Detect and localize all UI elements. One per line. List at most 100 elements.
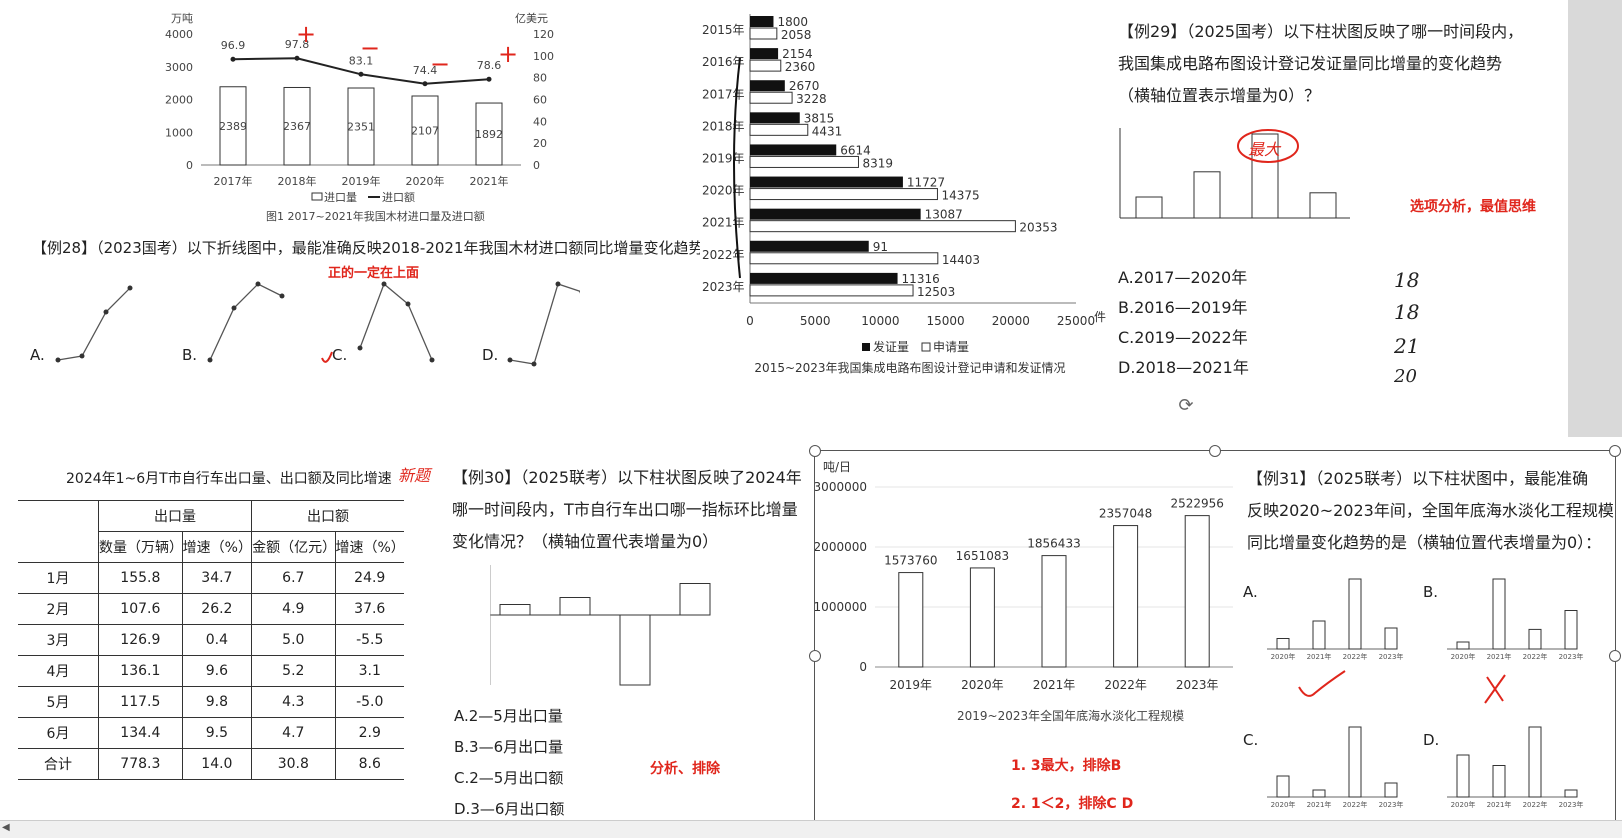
desal-ytick: 1000000: [815, 600, 867, 614]
timber-y2tick: 100: [533, 50, 554, 63]
q30-bar: [619, 614, 651, 686]
timber-line-point: [230, 56, 236, 62]
resize-handle-mr[interactable]: [1609, 650, 1621, 662]
timber-y2tick: 60: [533, 94, 547, 107]
q28-option-point: [405, 301, 411, 307]
resize-handle-tm[interactable]: [1209, 445, 1221, 457]
q31-option-bar: [1348, 578, 1362, 650]
timber-ytick: 0: [186, 159, 193, 172]
timber-bar: [411, 95, 439, 166]
q30-bar-chart: [490, 565, 711, 686]
timber-line-point: [486, 76, 492, 82]
q31-option-bar: [1312, 789, 1326, 798]
q29-bar-chart: [1119, 128, 1350, 219]
table-col-amt: 金额（亿元）: [251, 531, 336, 563]
q31-option-xtick: 2023年: [1559, 652, 1584, 661]
table-row-month: 合计: [18, 748, 99, 780]
timber-bar-label: 2389: [219, 120, 247, 133]
q28-option-point: [531, 361, 537, 367]
resize-handle-tl[interactable]: [809, 445, 821, 457]
q29-option-b: B.2016—2019年: [1118, 298, 1248, 317]
ic-ytick: 2016年: [702, 55, 745, 69]
q30-line-2: 哪一时间段内，T市自行车出口哪一指标环比增量: [452, 500, 798, 519]
ic-bar-issued-label: 13087: [925, 208, 963, 222]
q30-line-1: 【例30】（2025联考）以下柱状图反映了2024年: [452, 468, 802, 487]
q28-option-point: [127, 285, 133, 291]
q31-option-xtick: 2023年: [1379, 652, 1404, 661]
timber-handwritten-mark: +: [498, 40, 518, 68]
ic-xtick: 15000: [927, 314, 965, 328]
q31-option-xtick: 2020年: [1271, 652, 1296, 661]
desal-ytick: 0: [859, 660, 867, 674]
table-cell: 4.3: [251, 686, 336, 718]
q28-option-label: C.: [332, 346, 347, 364]
ic-bar-issued: [750, 16, 774, 27]
timber-bar-label: 1892: [475, 128, 503, 141]
q31-option-label: B.: [1423, 583, 1438, 601]
rotate-icon[interactable]: ⟳: [1178, 395, 1194, 416]
desal-bar: [1113, 525, 1139, 668]
table-col-qty-rate: 增速（%）: [181, 531, 253, 563]
desal-xtick: 2023年: [1176, 678, 1219, 692]
q31-line-3: 同比增量变化趋势的是（横轴位置代表增量为0）：: [1247, 533, 1602, 552]
q28-option-point: [103, 309, 109, 315]
timber-y2tick: 0: [533, 159, 540, 172]
q28-option-point: [579, 290, 580, 294]
timber-line-point: [422, 81, 428, 87]
table-row-month: 4月: [18, 655, 99, 687]
ic-xtick: 10000: [861, 314, 899, 328]
ic-bar-applied: [749, 123, 809, 136]
desal-bar: [1184, 515, 1210, 668]
q28-option-point: [381, 281, 387, 287]
ic-bar-issued-label: 6614: [840, 143, 871, 157]
horizontal-scrollbar[interactable]: ◀: [0, 820, 1622, 838]
q31-option-xtick: 2022年: [1343, 800, 1368, 809]
selection-frame[interactable]: 吨/日 3000000 2000000 1000000 0 1573760 2019年 165…: [814, 450, 1616, 822]
ic-bar-issued: [750, 112, 800, 124]
q29-option-d: D.2018—2021年: [1118, 358, 1249, 377]
timber-chart-title: 图1 2017~2021年我国木材进口量及进口额: [266, 210, 485, 223]
desal-xtick: 2022年: [1104, 678, 1147, 692]
q31-cross-mark: [1484, 674, 1506, 704]
table-cell: 26.2: [181, 593, 253, 625]
timber-xtick: 2018年: [278, 174, 317, 188]
q31-note-1: 1. 3最大，排除B: [1011, 758, 1122, 774]
q31-option-xtick: 2021年: [1307, 800, 1332, 809]
q31-option-xtick: 2022年: [1343, 652, 1368, 661]
q31-line-2: 反映2020~2023年间，全国年底海水淡化工程规模: [1247, 501, 1614, 520]
ic-bar-applied: [749, 91, 793, 104]
q29-option-c: C.2019—2022年: [1118, 328, 1248, 347]
ic-bar-applied-label: 20353: [1019, 221, 1057, 235]
table-cell: 126.9: [98, 624, 183, 656]
ic-xtick: 5000: [800, 314, 831, 328]
desal-xtick: 2020年: [961, 678, 1004, 692]
table-row: 4月 136.1 9.6 5.2 3.1: [18, 655, 404, 687]
table-row-month: 5月: [18, 686, 99, 718]
ic-bar-issued-label: 2154: [782, 47, 813, 61]
q28-option-label: D.: [482, 346, 498, 364]
q28-option-label: A.: [30, 346, 45, 364]
table-row-month: 3月: [18, 624, 99, 656]
timber-line-point: [358, 71, 364, 77]
q28-option-point: [555, 281, 561, 287]
timber-line-point: [294, 55, 300, 61]
q28-note: 正的一定在上面: [328, 266, 420, 281]
timber-bar: [347, 87, 375, 166]
q29-bar: [1251, 133, 1279, 219]
timber-y2tick: 20: [533, 137, 547, 150]
timber-line-label: 78.6: [477, 59, 502, 72]
table-corner: [18, 500, 99, 563]
q31-option-xtick: 2021年: [1307, 652, 1332, 661]
q28-option-label: B.: [182, 346, 197, 364]
timber-legend-bar-swatch: [311, 192, 323, 201]
q31-option-bar: [1528, 628, 1542, 650]
resize-handle-ml[interactable]: [809, 650, 821, 662]
scroll-left-icon[interactable]: ◀: [2, 822, 10, 833]
ic-bar-issued-label: 3815: [804, 111, 835, 125]
resize-handle-tr[interactable]: [1609, 445, 1621, 457]
ic-xtick: 0: [746, 314, 754, 328]
q28-text: 【例28】（2023国考）以下折线图中，最能准确反映2018-2021年我国木材…: [32, 239, 749, 257]
table-cell: 107.6: [98, 593, 183, 625]
ic-xtick: 20000: [992, 314, 1030, 328]
q31-check-mark: [1298, 670, 1346, 697]
